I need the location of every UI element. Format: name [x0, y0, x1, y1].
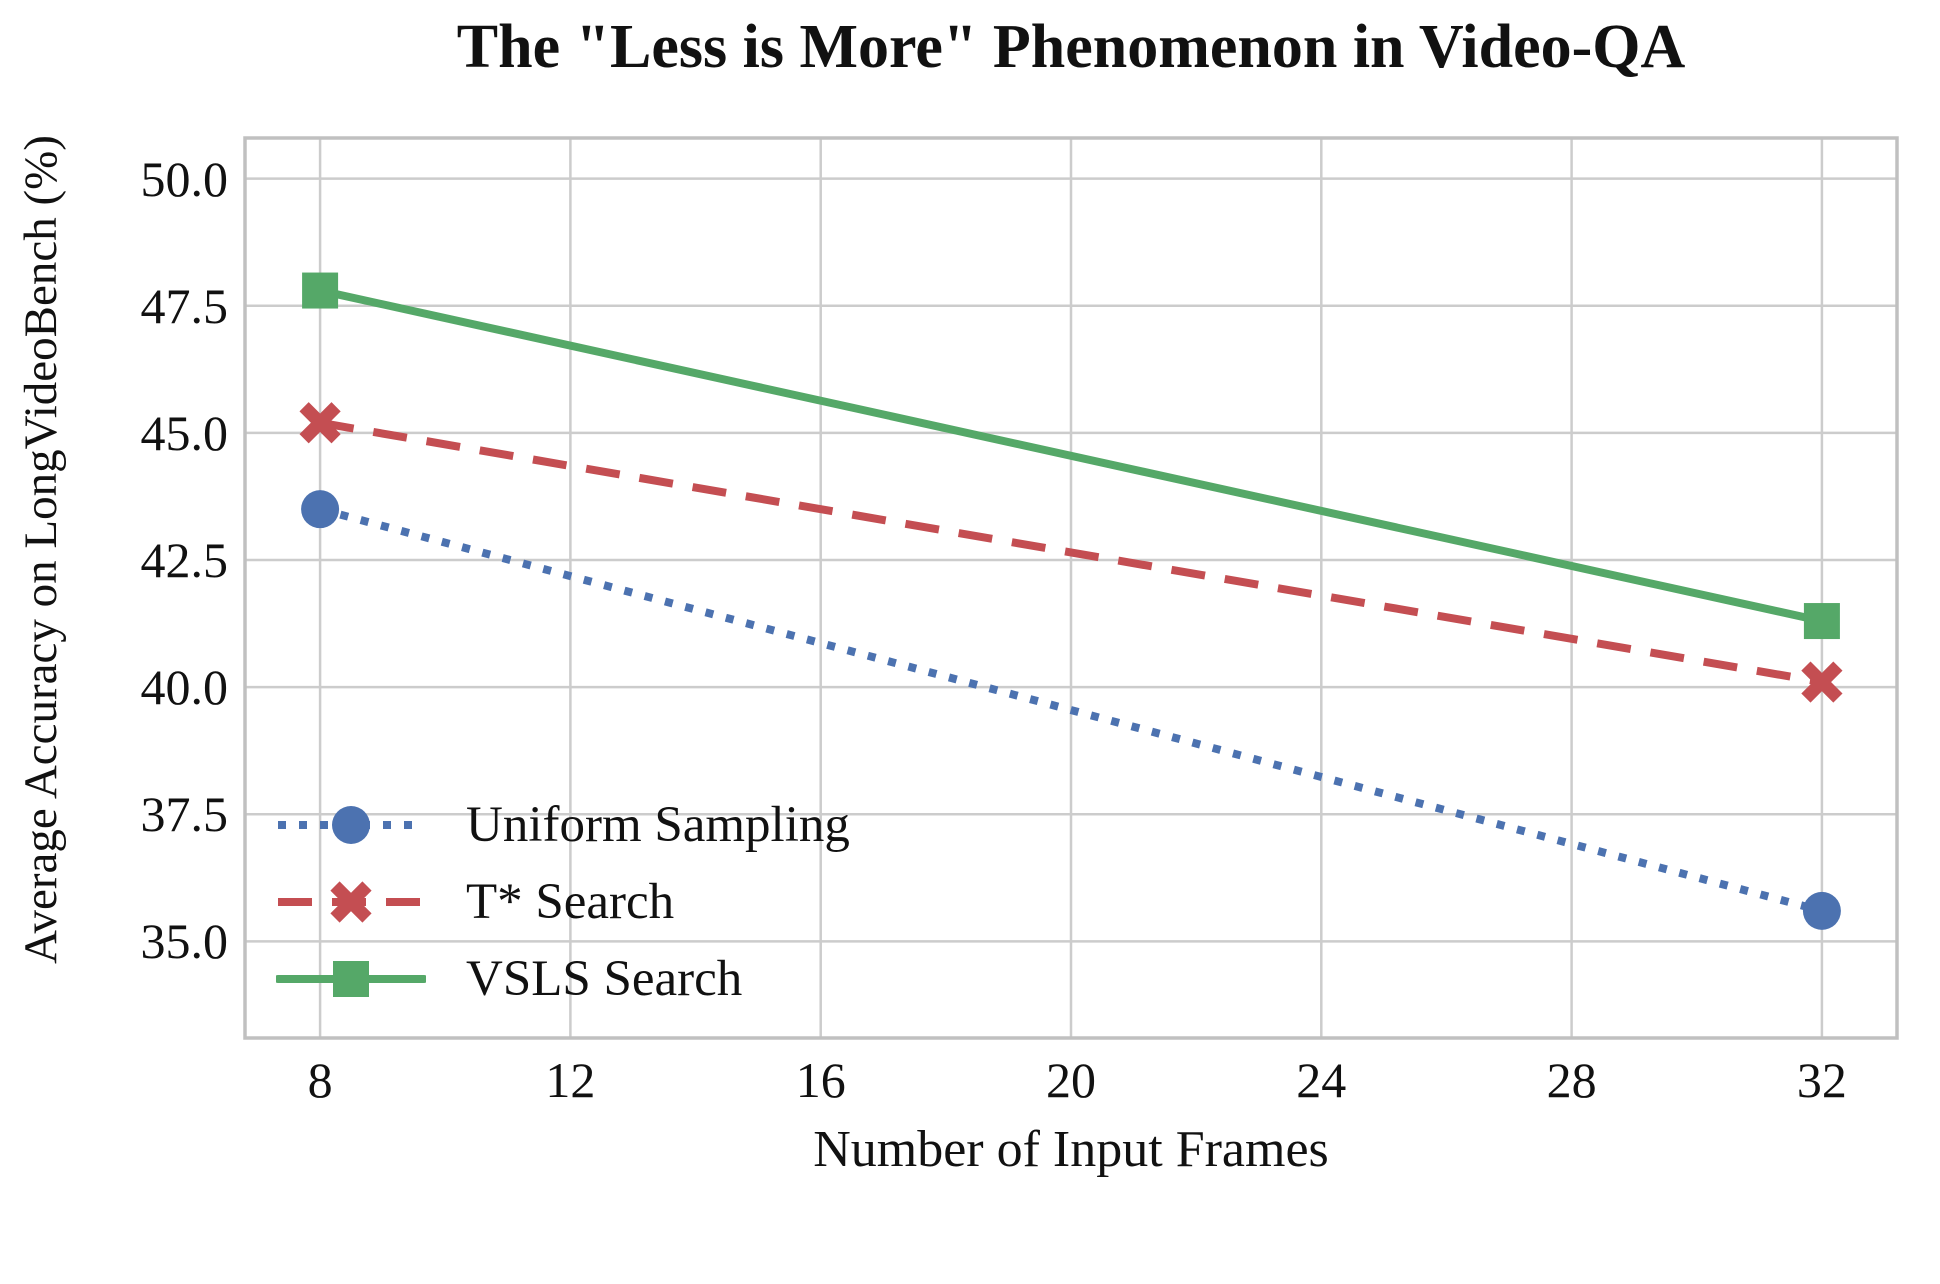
legend-marker-uniform-sampling: [332, 805, 370, 844]
legend-label: T* Search: [466, 873, 675, 930]
x-tick-label: 12: [545, 1052, 596, 1108]
legend-item-vsls-search: VSLS Search: [276, 940, 850, 1017]
data-point-uniform-sampling-8: [301, 490, 340, 529]
x-tick-label: 24: [1296, 1052, 1347, 1108]
legend-swatch-vsls-search: [276, 960, 426, 997]
legend-swatch-uniform-sampling: [278, 805, 424, 844]
x-tick-label: 8: [307, 1052, 333, 1108]
legend-label: Uniform Sampling: [466, 796, 850, 853]
series-line-t-search: [319, 418, 1823, 687]
y-tick-label: 42.5: [140, 532, 229, 589]
x-tick-label: 28: [1546, 1052, 1597, 1108]
plot-border: [243, 136, 1899, 1040]
y-tick-label: 35.0: [140, 913, 229, 970]
data-point-t-search-8: [299, 402, 341, 444]
y-tick-label: 37.5: [140, 786, 229, 843]
legend-item-uniform-sampling: Uniform Sampling: [276, 786, 850, 863]
chart-title: The "Less is More" Phenomenon in Video-Q…: [456, 13, 1686, 81]
x-tick-label: 16: [795, 1052, 846, 1108]
y-tick-label: 45.0: [140, 404, 229, 461]
x-axis-title: Number of Input Frames: [813, 1121, 1329, 1178]
x-tick-label: 20: [1046, 1052, 1096, 1108]
legend-marker-vsls-search: [333, 960, 369, 997]
data-point-uniform-sampling-32: [1802, 891, 1841, 930]
data-point-t-search-32: [1801, 661, 1843, 703]
legend-item-t-search: T* Search: [276, 863, 850, 940]
series-line-vsls-search: [319, 286, 1823, 625]
y-tick-label: 50.0: [140, 150, 229, 207]
legend-marker-t-search: [330, 880, 372, 923]
data-point-vsls-search-8: [302, 272, 339, 309]
legend-label: VSLS Search: [466, 950, 743, 1007]
legend: Uniform Sampling T* Search VSLS Search: [276, 786, 850, 1017]
y-tick-label: 47.5: [140, 277, 229, 334]
y-tick-label: 40.0: [140, 659, 229, 716]
series-line-uniform-sampling: [319, 505, 1823, 915]
x-tick-label: 32: [1796, 1052, 1847, 1108]
data-point-vsls-search-32: [1803, 603, 1840, 640]
legend-swatch-t-search: [278, 880, 424, 923]
